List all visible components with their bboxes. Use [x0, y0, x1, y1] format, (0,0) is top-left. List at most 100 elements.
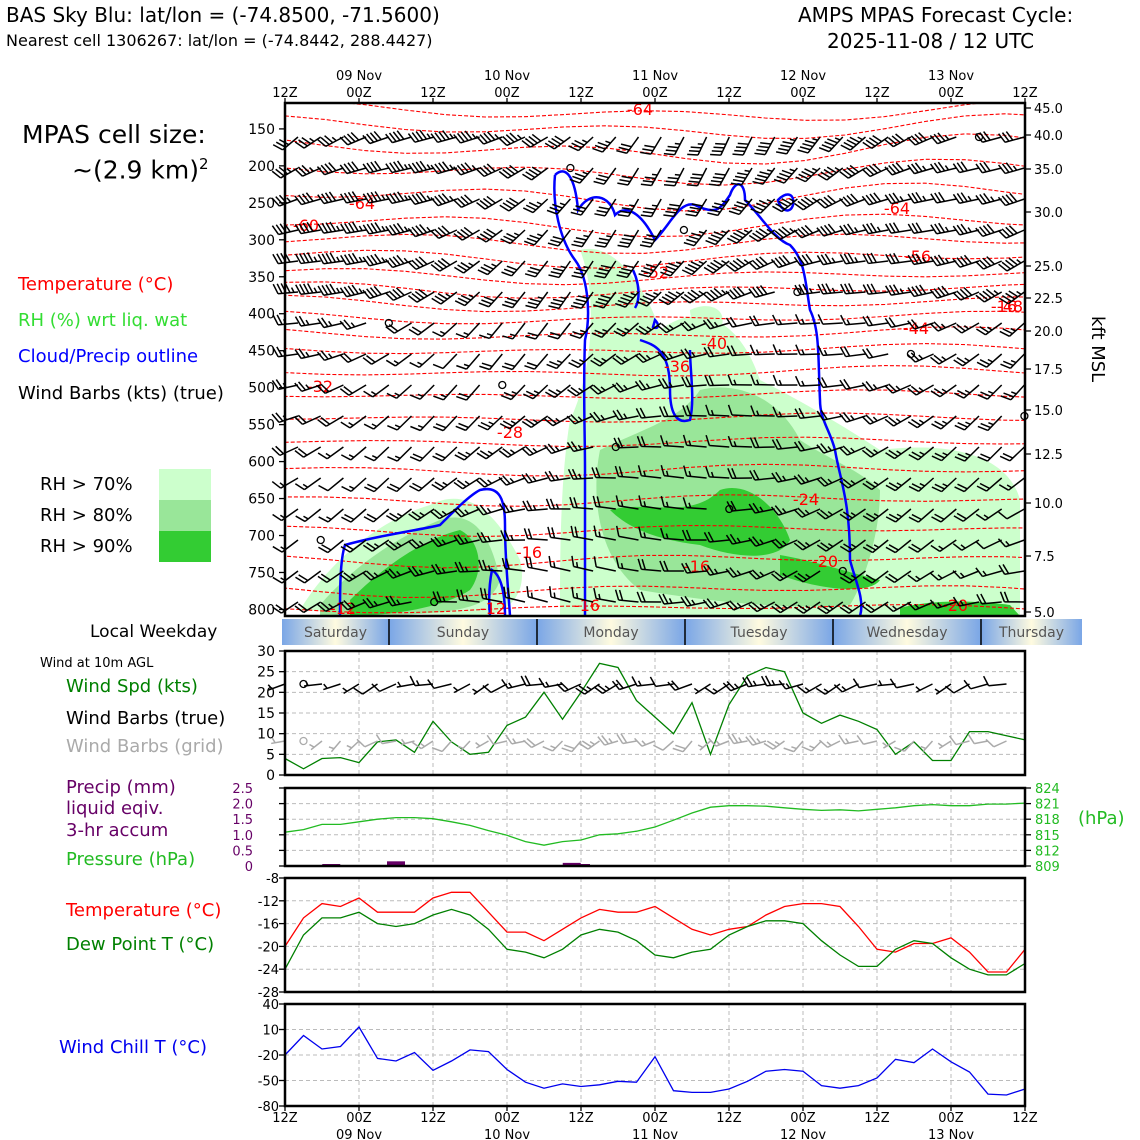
barb-full — [432, 363, 444, 370]
wind-barb — [703, 531, 730, 543]
barb-half — [586, 686, 592, 691]
barb-full — [475, 168, 485, 177]
rh-legend-90: RH > 90% — [40, 536, 133, 557]
barb-full — [660, 527, 665, 539]
wind-barb — [479, 322, 503, 340]
wind-barb — [770, 254, 798, 269]
barb-full — [369, 287, 378, 297]
barb-full — [460, 589, 465, 601]
barb-full — [434, 536, 443, 546]
wind-barb — [683, 229, 708, 247]
barb-half — [575, 592, 579, 599]
barb-full — [637, 558, 643, 570]
barb-staff — [493, 740, 508, 745]
barb-staff — [475, 740, 489, 749]
barb-full — [458, 392, 470, 398]
barb-full — [819, 198, 829, 207]
barb-staff — [859, 683, 878, 689]
barb-full — [682, 405, 688, 416]
y-tick-label: 15 — [257, 706, 275, 722]
wind-barb — [750, 405, 775, 417]
barb-staff — [709, 444, 730, 448]
temperature-contour-label: -16 — [574, 596, 600, 615]
barb-full — [502, 168, 512, 177]
barb-full — [435, 452, 446, 459]
barb-full — [297, 448, 308, 456]
wind-barb — [861, 414, 889, 425]
wind-barb-grid — [967, 734, 989, 745]
barb-full — [771, 573, 781, 582]
wind-barb — [430, 130, 458, 144]
x-tick-label-top: 00Z — [790, 86, 816, 101]
barb-half — [465, 595, 469, 601]
barb-half — [598, 593, 601, 600]
barb-half — [846, 319, 851, 325]
precip-label-2: liquid eqiv. — [66, 798, 164, 819]
barb-full — [593, 525, 597, 537]
barb-half — [393, 360, 400, 365]
barb-half — [509, 333, 516, 337]
barb-full — [708, 737, 717, 747]
barb-full — [800, 198, 811, 207]
barb-half — [789, 168, 796, 172]
wind-barb — [703, 259, 730, 274]
barb-full — [615, 355, 626, 363]
barb-full — [705, 466, 711, 478]
barb-full — [839, 171, 849, 179]
barb-full — [865, 139, 876, 147]
barb-full — [664, 293, 675, 301]
precip-label-1: Precip (mm) — [66, 777, 176, 798]
barb-full — [389, 162, 397, 173]
barb-full — [407, 261, 417, 270]
barb-staff — [489, 353, 503, 370]
barb-full — [392, 256, 401, 266]
barb-full — [662, 406, 669, 417]
barb-full — [549, 360, 560, 367]
wind-barb — [749, 344, 775, 356]
weekday-label: Wednesday — [866, 625, 947, 641]
barb-full — [343, 192, 352, 203]
barb-full — [325, 222, 333, 233]
x-tick-label-top: 00Z — [642, 86, 668, 101]
barb-full — [938, 191, 946, 202]
wind-barb — [862, 347, 889, 359]
wind-barb-true — [982, 675, 1007, 687]
barb-full — [561, 747, 573, 753]
wind-barb — [660, 495, 684, 510]
barb-full — [272, 576, 283, 584]
barb-full — [710, 179, 722, 183]
wind-barb — [614, 465, 639, 479]
barb-full — [861, 449, 872, 458]
barb-full — [509, 164, 519, 173]
wind-barb — [638, 495, 662, 510]
barb-half — [491, 263, 497, 268]
barb-full — [954, 486, 965, 493]
barb-full — [780, 144, 792, 148]
barb-full — [276, 314, 283, 325]
barb-half — [688, 471, 692, 477]
barb-full — [1008, 225, 1018, 234]
barb-full — [317, 318, 325, 328]
wind-barb — [998, 564, 1025, 576]
wind-barb — [317, 283, 344, 296]
barb-staff — [757, 229, 776, 243]
barb-full — [1001, 261, 1011, 270]
barb-staff — [350, 508, 367, 523]
barb-full — [685, 529, 692, 541]
barb-full — [976, 485, 987, 492]
barb-staff — [459, 740, 471, 752]
wind-barb — [271, 445, 299, 457]
wind-barb — [525, 556, 548, 572]
barb-half — [417, 393, 424, 398]
barb-full — [817, 283, 824, 295]
wind-barb — [479, 587, 503, 603]
barb-full — [842, 478, 853, 487]
barb-full — [340, 454, 352, 461]
barb-staff — [441, 446, 458, 462]
barb-half — [1005, 540, 1010, 546]
barb-full — [501, 365, 513, 371]
wind-barb-grid — [894, 740, 915, 752]
barb-full — [893, 252, 900, 263]
barb-full — [794, 408, 801, 419]
y-tick-label: 0 — [266, 768, 275, 784]
